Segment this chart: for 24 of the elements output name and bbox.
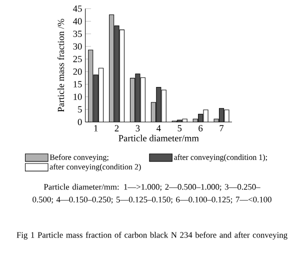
y-tick-label: 15 bbox=[74, 81, 82, 88]
legend-label: after conveying(condition 1); bbox=[174, 154, 267, 162]
y-tick-label: 30 bbox=[73, 43, 82, 50]
y-tick-label: 10 bbox=[74, 94, 82, 100]
y-axis-title: Particle mass fraction /% bbox=[57, 18, 64, 112]
y-tick-label: 5 bbox=[78, 106, 82, 112]
x-tick-label: 6 bbox=[198, 125, 203, 132]
x-axis-title: Particle diameter/mm bbox=[118, 134, 199, 142]
y-tick-label: 25 bbox=[73, 56, 82, 62]
text: Particle diameter/mm: 1—>1.000; 2—0.500–1.000; 3—0.250–0.500; 4—0.150–0.250; 5—0.125–0.150; 6—0.100–0.125; 7—<0.100 bbox=[32, 184, 272, 204]
x-tick-label: 2 bbox=[114, 125, 119, 132]
x-tick-label: 7 bbox=[220, 125, 224, 132]
legend-label: Before conveying; bbox=[50, 154, 108, 162]
legend-label: after conveying(condition 2) bbox=[50, 164, 141, 172]
y-tick-label: 35 bbox=[73, 30, 82, 37]
y-tick-label: 45 bbox=[73, 6, 82, 12]
x-tick-label: 4 bbox=[156, 125, 161, 132]
x-tick-label: 1 bbox=[94, 125, 98, 132]
y-tick-label: 0 bbox=[78, 118, 82, 126]
caption: Fig 1 Particle mass fraction of carbon black N 234 before and after conveying bbox=[16, 232, 288, 240]
y-tick-label: 40 bbox=[73, 18, 82, 24]
x-tick-label: 5 bbox=[178, 125, 182, 132]
y-tick-label: 20 bbox=[73, 68, 82, 75]
x-tick-label: 3 bbox=[136, 125, 140, 132]
